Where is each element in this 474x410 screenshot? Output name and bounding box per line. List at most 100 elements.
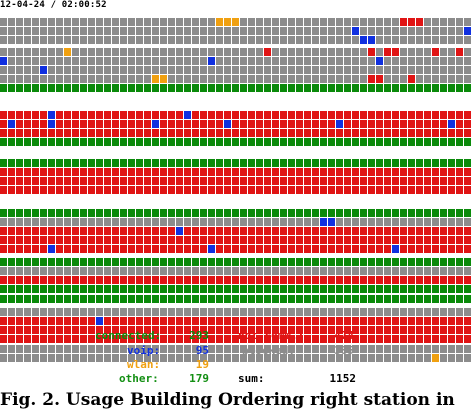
port-cell xyxy=(96,258,103,266)
port-cell xyxy=(192,317,199,325)
port-cell xyxy=(392,227,399,235)
port-cell xyxy=(248,245,255,253)
port-cell xyxy=(288,18,295,26)
port-cell xyxy=(80,120,87,128)
port-cell xyxy=(40,111,47,119)
port-cell xyxy=(344,345,351,353)
port-cell xyxy=(192,57,199,65)
port-cell xyxy=(360,27,367,35)
port-cell xyxy=(240,209,247,217)
port-cell xyxy=(304,57,311,65)
port-cell xyxy=(304,138,311,146)
port-cell xyxy=(88,335,95,343)
port-cell xyxy=(368,326,375,334)
port-cell xyxy=(424,354,431,362)
port-cell xyxy=(16,227,23,235)
blocked-label: blocked: xyxy=(242,344,295,357)
port-cell xyxy=(464,267,471,275)
port-cell xyxy=(408,159,415,167)
port-cell xyxy=(24,120,31,128)
port-cell xyxy=(360,138,367,146)
port-cell xyxy=(408,186,415,194)
port-cell xyxy=(384,295,391,303)
port-cell xyxy=(168,267,175,275)
port-cell xyxy=(336,66,343,74)
port-cell xyxy=(368,66,375,74)
port-cell xyxy=(136,345,143,353)
port-cell xyxy=(304,75,311,83)
port-cell xyxy=(96,267,103,275)
port-cell xyxy=(216,236,223,244)
port-cell xyxy=(296,111,303,119)
port-cell xyxy=(136,245,143,253)
port-cell xyxy=(48,120,55,128)
port-cell xyxy=(144,18,151,26)
port-cell xyxy=(392,66,399,74)
port-cell xyxy=(256,227,263,235)
port-cell xyxy=(152,295,159,303)
port-cell xyxy=(448,245,455,253)
port-cell xyxy=(72,285,79,293)
port-cell xyxy=(192,236,199,244)
port-cell xyxy=(152,227,159,235)
port-cell xyxy=(64,258,71,266)
port-cell xyxy=(56,177,63,185)
port-cell xyxy=(256,326,263,334)
port-cell xyxy=(168,335,175,343)
port-cell xyxy=(272,48,279,56)
port-cell xyxy=(400,27,407,35)
port-cell xyxy=(464,317,471,325)
port-cell xyxy=(184,48,191,56)
port-cell xyxy=(448,295,455,303)
port-cell xyxy=(72,335,79,343)
port-cell xyxy=(216,57,223,65)
port-cell xyxy=(288,75,295,83)
port-cell xyxy=(224,276,231,284)
port-cell xyxy=(120,326,127,334)
port-cell xyxy=(336,84,343,92)
port-cell xyxy=(304,245,311,253)
port-cell xyxy=(88,159,95,167)
port-cell xyxy=(392,18,399,26)
port-cell xyxy=(256,18,263,26)
port-cell xyxy=(216,335,223,343)
connected-label: connected: xyxy=(95,329,162,342)
port-cell xyxy=(40,245,47,253)
port-cell xyxy=(360,159,367,167)
port-cell xyxy=(104,267,111,275)
port-cell xyxy=(440,84,447,92)
port-cell xyxy=(352,267,359,275)
port-cell xyxy=(40,27,47,35)
port-cell xyxy=(456,308,463,316)
port-cell xyxy=(224,218,231,226)
port-cell xyxy=(320,276,327,284)
port-cell xyxy=(384,245,391,253)
port-cell xyxy=(200,120,207,128)
port-cell xyxy=(232,335,239,343)
port-cell xyxy=(16,236,23,244)
port-cell xyxy=(240,168,247,176)
port-cell xyxy=(384,276,391,284)
port-cell xyxy=(64,66,71,74)
port-cell xyxy=(216,227,223,235)
port-cell xyxy=(336,27,343,35)
port-cell xyxy=(368,267,375,275)
port-cell xyxy=(416,209,423,217)
port-cell xyxy=(344,317,351,325)
port-cell xyxy=(272,36,279,44)
port-cell xyxy=(408,84,415,92)
port-cell xyxy=(72,218,79,226)
port-cell xyxy=(392,177,399,185)
port-cell xyxy=(360,18,367,26)
port-cell xyxy=(304,276,311,284)
port-cell xyxy=(64,295,71,303)
port-cell xyxy=(80,66,87,74)
port-cell xyxy=(408,36,415,44)
port-cell xyxy=(392,168,399,176)
port-cell xyxy=(184,258,191,266)
port-cell xyxy=(280,317,287,325)
port-cell xyxy=(72,159,79,167)
port-cell xyxy=(400,159,407,167)
port-cell xyxy=(184,84,191,92)
port-cell xyxy=(216,159,223,167)
